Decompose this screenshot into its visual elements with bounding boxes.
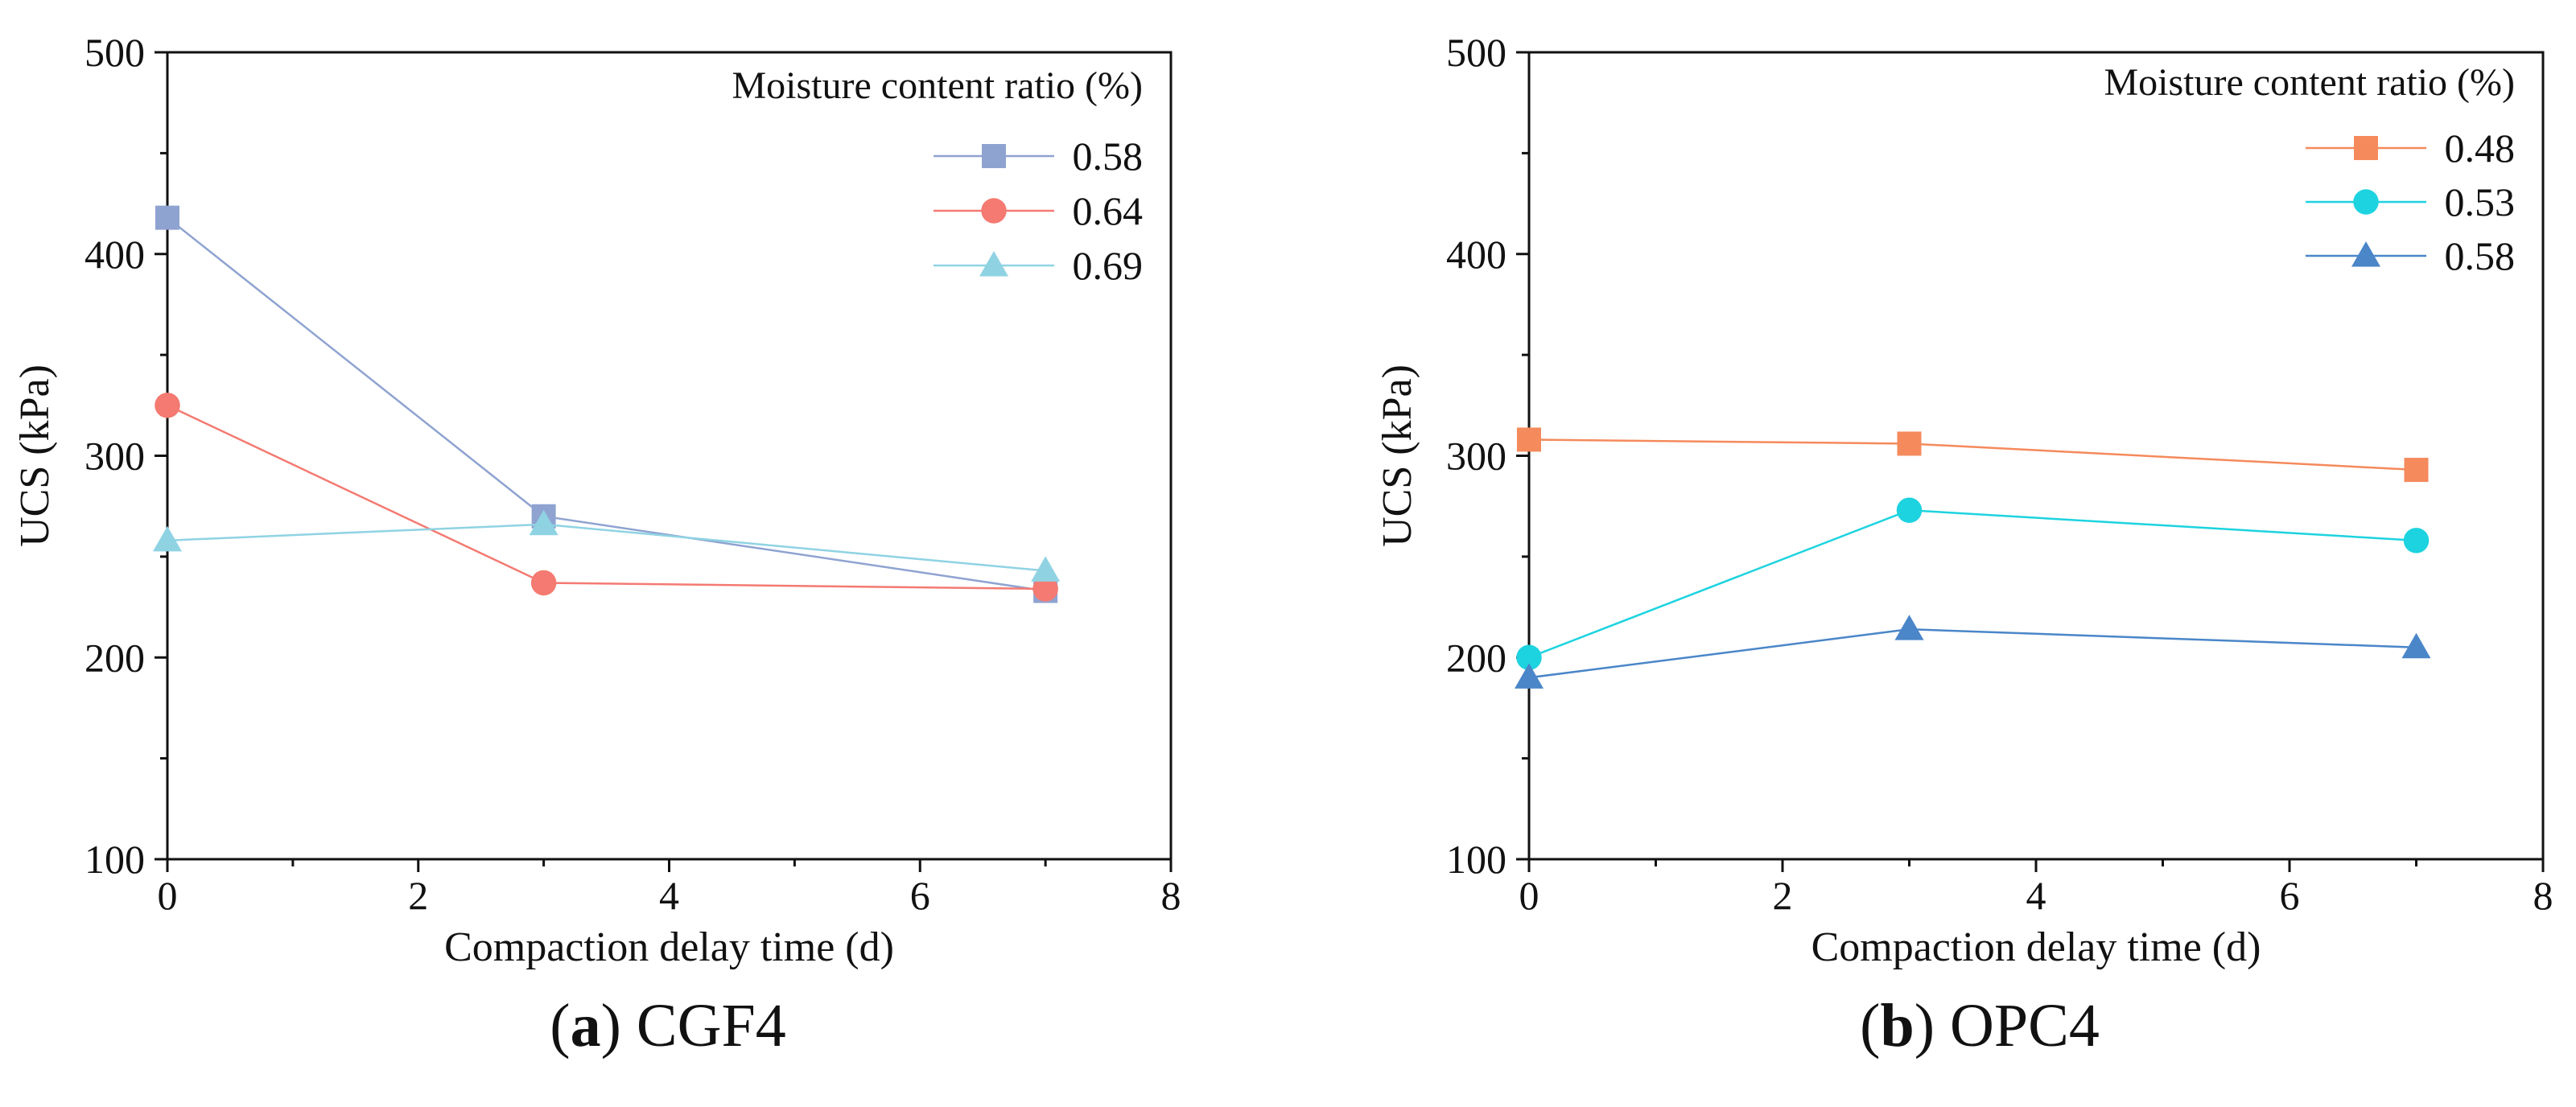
x-tick-label: 2	[1773, 873, 1793, 918]
series-line-0.53	[1528, 508, 2417, 659]
series-line-0.58	[1528, 628, 2417, 679]
legend-marker-0.48	[2354, 136, 2378, 160]
data-point-0.64-0	[155, 393, 180, 418]
legend-label-0.58: 0.58	[1073, 134, 1144, 179]
data-point-0.48-0	[1517, 427, 1541, 452]
data-point-0.53-3	[1896, 497, 1923, 523]
series-line-0.69	[167, 523, 1046, 572]
caption-paren-close: )	[1914, 992, 1950, 1060]
data-point-0.58-7	[2401, 632, 2431, 659]
y-tick-label: 400	[1446, 232, 1506, 277]
data-point-0.53-0	[1516, 644, 1542, 670]
caption-text: OPC4	[1950, 992, 2100, 1060]
y-tick-label: 100	[1446, 837, 1506, 882]
series-line-0.64	[167, 404, 1046, 591]
series-line-0.48	[1528, 438, 2417, 471]
y-axis-title: UCS (kPa)	[12, 364, 58, 547]
caption-text: CGF4	[637, 992, 786, 1060]
y-tick-label: 100	[84, 837, 145, 882]
legend-label-0.58: 0.58	[2445, 233, 2516, 278]
x-tick-label: 4	[659, 873, 679, 918]
data-point-0.69-7	[1031, 556, 1061, 582]
legend-title: Moisture content ratio (%)	[2104, 61, 2515, 104]
caption-panel-letter: a	[571, 992, 601, 1060]
x-axis-title: Compaction delay time (d)	[444, 924, 894, 970]
y-tick-label: 300	[1446, 434, 1506, 479]
x-tick-label: 0	[158, 873, 178, 918]
x-tick-label: 6	[910, 873, 930, 918]
data-point-0.48-3	[1897, 431, 1922, 456]
y-tick-label: 200	[1446, 635, 1506, 680]
data-point-0.69-3	[529, 509, 558, 536]
legend-title: Moisture content ratio (%)	[732, 64, 1143, 107]
legend-label-0.48: 0.48	[2445, 126, 2516, 171]
caption-paren-close: )	[601, 992, 637, 1060]
x-tick-label: 8	[2533, 873, 2553, 918]
data-point-0.64-7	[1032, 576, 1058, 602]
legend-marker-0.58	[982, 144, 1006, 168]
legend-label-0.64: 0.64	[1073, 188, 1144, 233]
y-tick-label: 500	[1446, 30, 1506, 75]
data-point-0.58-0	[1515, 663, 1544, 689]
y-tick-label: 400	[84, 232, 145, 277]
legend-marker-0.53	[2353, 189, 2379, 215]
legend-label-0.53: 0.53	[2445, 179, 2516, 224]
y-tick-label: 300	[84, 434, 145, 479]
data-point-0.53-7	[2403, 528, 2430, 554]
legend-marker-0.64	[981, 198, 1007, 224]
chart-panel-b: 0 2 4 6 8 100 200 300 400 500 Compaction delay tim…	[1375, 30, 2553, 1060]
x-tick-label: 2	[408, 873, 428, 918]
data-point-0.58-0	[155, 205, 179, 230]
legend-label-0.69: 0.69	[1073, 243, 1144, 288]
x-tick-label: 6	[2280, 873, 2300, 918]
y-tick-label: 500	[84, 30, 145, 75]
x-tick-label: 8	[1161, 873, 1181, 918]
panel-caption: (a) CGF4	[550, 992, 785, 1060]
data-point-0.69-0	[153, 525, 182, 552]
y-tick-label: 200	[84, 635, 145, 680]
legend-marker-0.69	[979, 251, 1008, 277]
caption-paren-open: (	[550, 992, 570, 1060]
x-tick-label: 0	[1519, 873, 1539, 918]
x-tick-label: 4	[2026, 873, 2046, 918]
legend-marker-0.58	[2351, 241, 2380, 267]
y-axis-title: UCS (kPa)	[1375, 364, 1420, 547]
x-axis-title: Compaction delay time (d)	[1811, 924, 2261, 970]
chart-panel-a: 0 2 4 6 8 100 200 300 400 500 Compaction delay tim…	[12, 30, 1181, 1060]
data-point-0.58-3	[1894, 615, 1924, 640]
panel-caption: (b) OPC4	[1860, 992, 2100, 1060]
data-point-0.64-3	[530, 570, 557, 596]
plot-frame	[1527, 51, 2545, 861]
plot-frame	[166, 51, 1173, 861]
data-point-0.48-7	[2404, 458, 2429, 483]
caption-paren-open: (	[1860, 992, 1880, 1060]
caption-panel-letter: b	[1880, 992, 1914, 1060]
